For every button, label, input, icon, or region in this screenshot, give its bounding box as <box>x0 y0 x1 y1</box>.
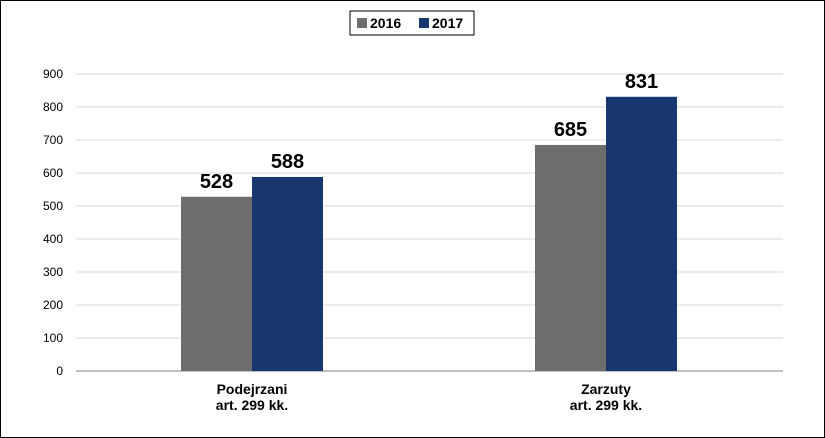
category-label: Zarzuty <box>581 381 631 397</box>
y-axis-ticks: 0 100 200 300 400 500 600 700 800 900 <box>43 67 63 378</box>
data-label: 528 <box>200 171 233 193</box>
y-tick-label: 900 <box>43 67 63 81</box>
category-label: Podejrzani <box>217 381 288 397</box>
data-label: 831 <box>625 71 658 93</box>
legend-entry: 2016 <box>370 15 401 31</box>
legend-box <box>349 10 475 36</box>
legend: 2016 2017 <box>349 10 475 36</box>
y-tick-label: 300 <box>43 265 63 279</box>
y-tick-label: 800 <box>43 100 63 114</box>
data-labels: 528 685 588 831 <box>200 71 658 193</box>
data-label: 588 <box>271 151 304 173</box>
y-tick-label: 400 <box>43 232 63 246</box>
y-tick-label: 200 <box>43 298 63 312</box>
legend-swatch <box>357 18 367 28</box>
bar-2017-0 <box>252 176 323 371</box>
y-tick-label: 700 <box>43 133 63 147</box>
y-tick-label: 100 <box>43 331 63 345</box>
bars <box>181 96 677 372</box>
legend-swatch <box>419 18 429 28</box>
y-tick-label: 0 <box>56 364 63 378</box>
y-tick-label: 500 <box>43 199 63 213</box>
y-tick-label: 600 <box>43 166 63 180</box>
data-label: 685 <box>554 119 587 141</box>
category-label: art. 299 kk. <box>216 397 288 413</box>
bar-2016-1 <box>535 144 606 371</box>
legend-entry: 2017 <box>432 15 463 31</box>
bar-2017-1 <box>606 96 677 372</box>
bar-2016-0 <box>181 196 252 371</box>
category-label: art. 299 kk. <box>570 397 642 413</box>
